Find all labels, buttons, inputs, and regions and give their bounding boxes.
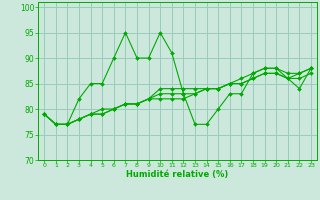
X-axis label: Humidité relative (%): Humidité relative (%): [126, 170, 229, 179]
